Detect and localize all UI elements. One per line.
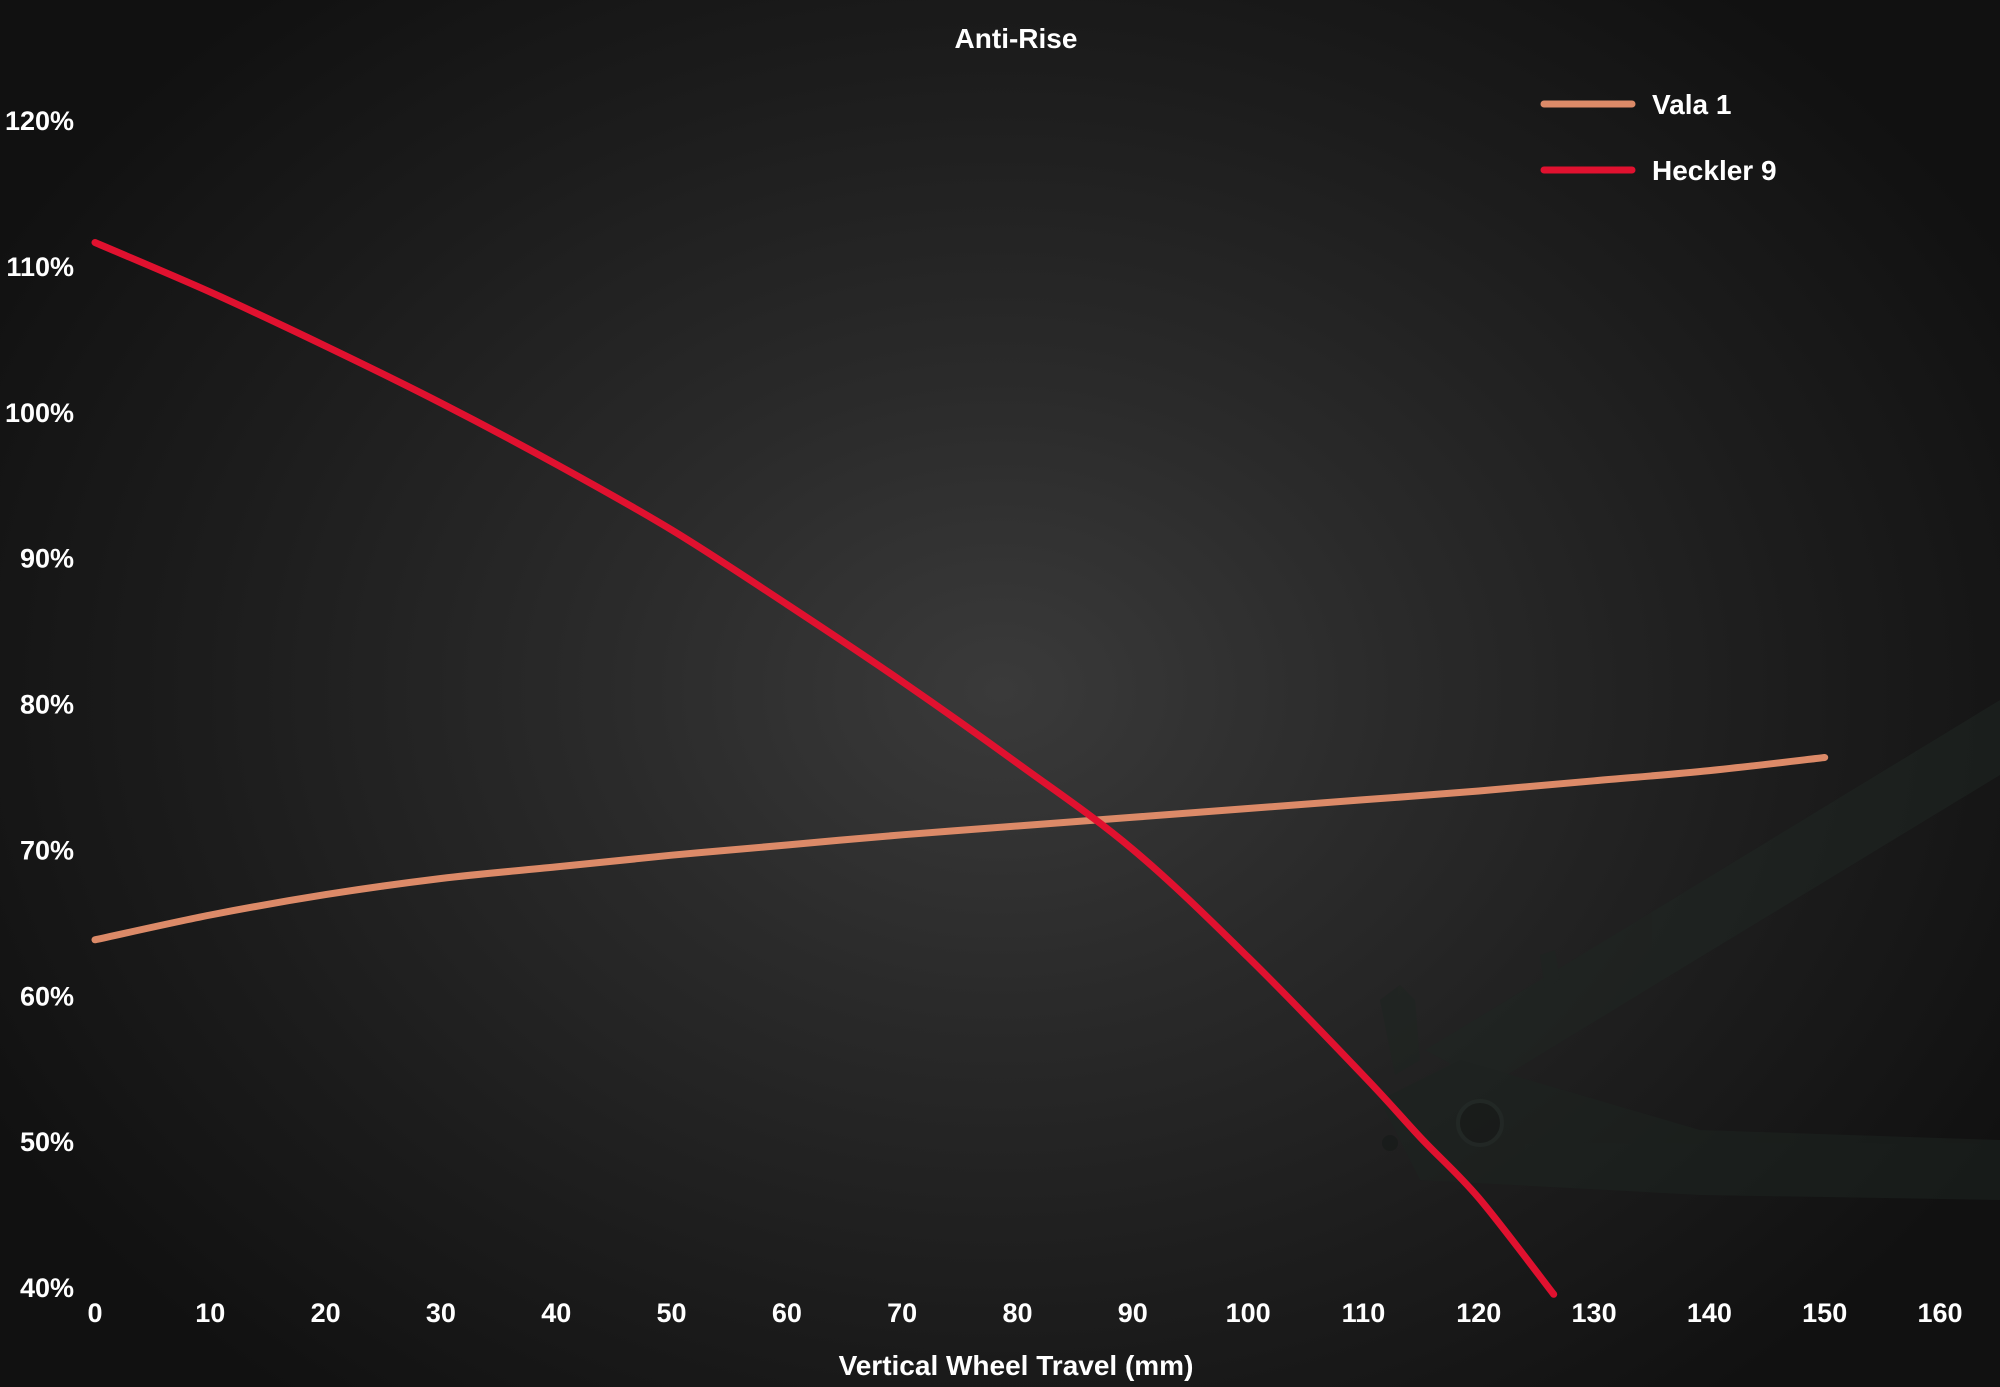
y-tick-label: 60% [20,981,74,1011]
y-tick-label: 110% [6,252,74,282]
x-tick-label: 100 [1226,1298,1271,1328]
y-tick-label: 70% [20,835,74,865]
chart-title: Anti-Rise [955,23,1078,54]
x-tick-label: 130 [1572,1298,1617,1328]
y-axis-ticks: 120% 110% 100% 90% 80% 70% 60% 50% 40% [5,106,74,1303]
x-tick-label: 40 [541,1298,571,1328]
x-tick-label: 0 [87,1298,102,1328]
legend-label-vala-1: Vala 1 [1652,89,1731,120]
series-layer [91,239,1829,1298]
x-tick-label: 140 [1687,1298,1732,1328]
x-axis-ticks: 0 10 20 30 40 50 60 70 80 90 100 110 120 130 140 150 160 [87,1298,1962,1328]
legend-label-heckler-9: Heckler 9 [1652,155,1777,186]
y-tick-label: 40% [20,1273,74,1303]
x-tick-label: 120 [1456,1298,1501,1328]
x-tick-label: 30 [426,1298,456,1328]
y-tick-label: 80% [20,690,74,720]
legend: Vala 1 Heckler 9 [1540,89,1777,186]
series-line-heckler-9 [91,239,1558,1298]
x-tick-label: 80 [1002,1298,1032,1328]
x-tick-label: 10 [195,1298,225,1328]
x-tick-label: 60 [772,1298,802,1328]
y-tick-label: 100% [5,398,74,428]
bike-frame-silhouette [1380,700,2000,1200]
series-line-vala-1 [91,754,1829,944]
x-tick-label: 160 [1917,1298,1962,1328]
x-tick-label: 50 [657,1298,687,1328]
x-tick-label: 150 [1802,1298,1847,1328]
x-axis-title: Vertical Wheel Travel (mm) [839,1350,1194,1381]
y-tick-label: 90% [20,544,74,574]
x-tick-label: 110 [1342,1298,1386,1328]
x-tick-label: 90 [1118,1298,1148,1328]
y-tick-label: 120% [5,106,74,136]
x-tick-label: 20 [311,1298,341,1328]
x-tick-label: 70 [887,1298,917,1328]
y-tick-label: 50% [20,1127,74,1157]
